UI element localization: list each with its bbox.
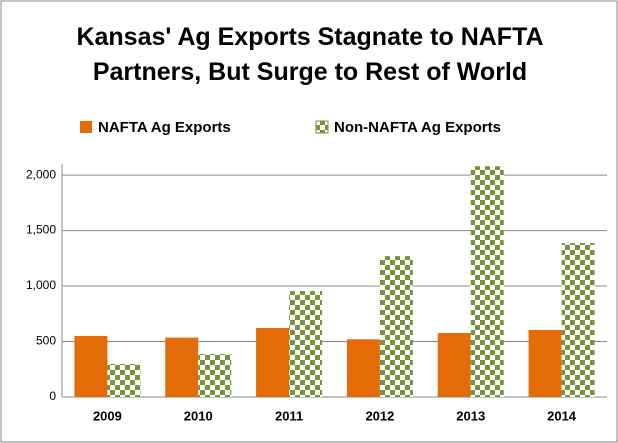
x-tick-label: 2009 xyxy=(93,408,122,423)
x-tick-label: 2010 xyxy=(184,408,213,423)
bar xyxy=(379,256,413,397)
bar xyxy=(470,166,504,397)
legend-swatch xyxy=(80,121,92,133)
bar xyxy=(107,364,141,397)
bar xyxy=(165,337,199,397)
x-tick-label: 2011 xyxy=(275,408,303,423)
bar xyxy=(289,291,323,397)
bar xyxy=(74,335,108,397)
legend-label: Non-NAFTA Ag Exports xyxy=(334,119,501,136)
bar xyxy=(256,327,290,397)
chart-title: Kansas' Ag Exports Stagnate to NAFTA Par… xyxy=(76,23,544,86)
y-tick-label: 1,500 xyxy=(26,223,56,237)
bar xyxy=(561,243,595,397)
y-tick-label: 500 xyxy=(36,334,56,348)
y-tick-label: 1,000 xyxy=(26,278,56,292)
y-tick-label: 2,000 xyxy=(26,167,56,181)
x-tick-label: 2014 xyxy=(547,408,577,423)
legend-swatch xyxy=(315,120,329,134)
x-tick-label: 2013 xyxy=(456,408,485,423)
x-tick-label: 2012 xyxy=(365,408,394,423)
bar xyxy=(528,329,562,397)
bar xyxy=(198,354,232,397)
legend-label: NAFTA Ag Exports xyxy=(98,119,231,136)
bar xyxy=(437,332,471,397)
bar xyxy=(346,339,380,397)
y-tick-label: 0 xyxy=(49,389,56,403)
